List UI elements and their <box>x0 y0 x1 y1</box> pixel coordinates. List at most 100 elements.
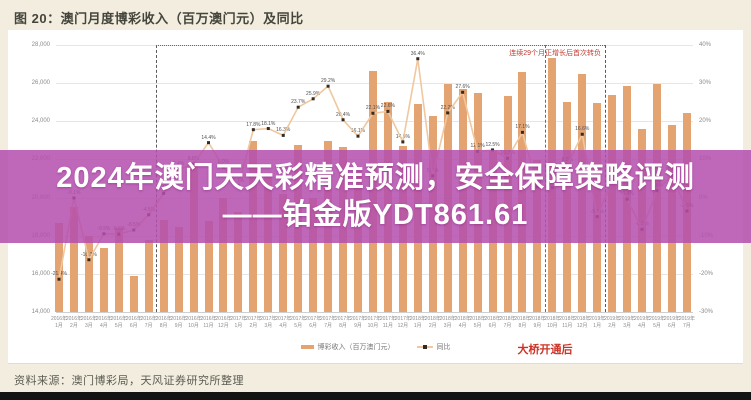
x-tick-label: 2017年 12月 <box>394 316 411 329</box>
x-tick-label: 2019年 4月 <box>633 316 651 329</box>
y-tick-right: -20% <box>699 270 714 277</box>
yoy-point-label: 18.1% <box>261 120 276 127</box>
banner-text-line2: ——铂金版YDT861.61 <box>222 198 529 231</box>
x-tick-label: 2019年 1月 <box>589 316 606 329</box>
x-tick-label: 2018年 1月 <box>409 316 426 329</box>
streak-annotation: 连续29个月正增长后首次转负 <box>509 50 601 57</box>
x-tick-label: 2016年 9月 <box>170 316 187 329</box>
yoy-point-marker <box>87 258 91 262</box>
x-tick-label: 2016年 12月 <box>215 316 232 329</box>
legend-yoy-label: 同比 <box>436 344 451 351</box>
yoy-point-marker <box>356 134 360 138</box>
x-tick-label: 2019年 6月 <box>663 316 680 329</box>
yoy-point-label: 12.1% <box>470 143 485 150</box>
bar <box>114 228 123 312</box>
yoy-point-marker <box>341 118 345 122</box>
yoy-point-label: 17.1% <box>515 124 530 131</box>
yoy-point-marker <box>520 130 524 134</box>
yoy-point-label: 22.6% <box>380 103 395 110</box>
watermark-banner: 2024年澳门天天彩精准预测，安全保障策略评测 ——铂金版YDT861.61 <box>0 150 751 243</box>
yoy-point-marker <box>491 148 495 152</box>
y-tick-left: 24,000 <box>31 118 50 125</box>
yoy-point-label: 20.4% <box>335 111 351 118</box>
x-tick-label: 2016年 10月 <box>185 316 202 329</box>
yoy-point-label: 22.1% <box>365 105 381 112</box>
yoy-point-label: 14.4% <box>201 134 216 141</box>
chart-legend: 博彩收入（百万澳门元） 同比 <box>0 342 751 352</box>
x-tick-label: 2016年 7月 <box>140 316 157 329</box>
x-tick-label: 2017年 10月 <box>364 316 381 329</box>
yoy-point-label: 12.5% <box>485 141 500 148</box>
yoy-point-marker <box>580 132 584 136</box>
x-tick-label: 2018年 9月 <box>529 316 546 329</box>
yoy-point-label: 22.2% <box>440 104 455 111</box>
bar <box>264 174 273 312</box>
yoy-point-label: 36.4% <box>410 50 425 57</box>
x-tick-label: 2017年 3月 <box>260 316 277 329</box>
yoy-point-label: 16.3% <box>276 127 291 134</box>
bar <box>55 222 63 312</box>
bar <box>69 206 78 312</box>
bar <box>219 198 228 312</box>
bar <box>309 197 318 312</box>
y-tick-right: 20% <box>699 118 712 125</box>
x-tick-label: 2017年 5月 <box>290 316 307 329</box>
yoy-point-marker <box>57 277 61 281</box>
yoy-point-label: 23.7% <box>291 99 306 106</box>
legend-revenue-label: 博彩收入（百万澳门元） <box>317 344 395 351</box>
y-tick-left: 26,000 <box>31 80 50 87</box>
bar <box>129 276 138 312</box>
yoy-point-label: 29.2% <box>321 78 336 85</box>
yoy-point-marker <box>251 128 255 132</box>
bar <box>204 220 213 312</box>
x-tick-label: 2017年 6月 <box>305 316 322 329</box>
y-tick-right: 30% <box>699 80 712 87</box>
yoy-point-marker <box>371 111 375 115</box>
yoy-point-marker <box>266 127 270 131</box>
yoy-point-marker <box>401 140 405 144</box>
x-tick-label: 2017年 7月 <box>320 316 337 329</box>
bar <box>159 219 168 312</box>
bridge-annotation: 大桥开通后 <box>517 344 573 356</box>
x-tick-label: 2019年 3月 <box>619 316 636 329</box>
yoy-point-marker <box>281 133 285 137</box>
x-tick-label: 2016年 4月 <box>95 316 112 329</box>
x-tick-label: 2017年 9月 <box>349 316 367 329</box>
x-tick-label: 2018年 10月 <box>544 316 561 329</box>
yoy-point-label: -21.4% <box>51 271 67 278</box>
x-tick-label: 2019年 7月 <box>678 316 695 329</box>
yoy-point-label: 16.6% <box>575 126 590 133</box>
x-tick-label: 2017年 11月 <box>379 316 396 329</box>
yoy-point-marker <box>326 84 330 88</box>
yoy-point-label: 25.9% <box>306 90 321 97</box>
yoy-point-label: -16.3% <box>80 251 97 258</box>
yoy-point-label: 16.1% <box>350 128 366 135</box>
yoy-point-marker <box>207 141 210 145</box>
x-tick-label: 2018年 6月 <box>484 316 501 329</box>
legend-item-revenue: 博彩收入（百万澳门元） <box>300 342 395 352</box>
x-tick-label: 2018年 8月 <box>514 316 531 329</box>
yoy-point-marker <box>296 105 300 109</box>
x-tick-label: 2018年 11月 <box>559 316 576 329</box>
x-tick-label: 2019年 5月 <box>648 316 666 329</box>
x-tick-label: 2016年 1月 <box>50 316 68 329</box>
x-tick-label: 2016年 2月 <box>65 316 82 329</box>
yoy-point-marker <box>416 57 420 61</box>
x-tick-label: 2016年 6月 <box>125 316 142 329</box>
x-tick-label: 2016年 3月 <box>80 316 97 329</box>
x-axis-line <box>56 312 693 313</box>
bar <box>99 248 108 312</box>
x-tick-label: 2018年 2月 <box>424 316 441 329</box>
bar <box>144 240 153 312</box>
legend-item-yoy: 同比 <box>416 342 451 352</box>
banner-text-line1: 2024年澳门天天彩精准预测，安全保障策略评测 <box>56 161 695 194</box>
x-tick-label: 2018年 4月 <box>454 316 471 329</box>
yoy-point-label: 17.8% <box>246 121 261 128</box>
x-tick-label: 2018年 3月 <box>439 316 456 329</box>
yoy-point-marker <box>386 109 390 113</box>
yoy-point-marker <box>461 90 465 94</box>
x-tick-label: 2017年 4月 <box>275 316 292 329</box>
yoy-point-marker <box>311 97 315 101</box>
x-tick-label: 2016年 8月 <box>155 316 172 329</box>
